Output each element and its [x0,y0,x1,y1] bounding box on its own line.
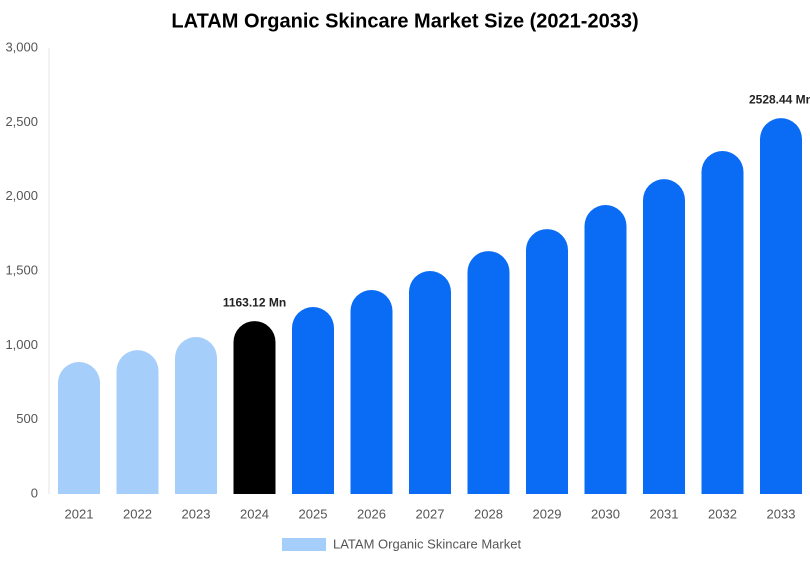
data-label: 2528.44 Mn [749,92,810,106]
bar [760,118,802,494]
x-tick-label: 2022 [123,506,152,521]
y-tick-label: 0 [31,485,38,500]
bar [526,229,568,495]
bar [467,251,510,494]
bar [58,361,100,494]
bar [584,204,627,494]
x-tick-label: 2032 [708,506,737,521]
x-tick-label: 2033 [767,506,796,521]
y-tick-label: 2,500 [5,114,38,129]
x-tick-label: 2030 [591,506,620,521]
y-tick-label: 2,000 [5,188,38,203]
bar [233,321,276,494]
legend-swatch [282,538,326,551]
y-tick-label: 500 [16,411,38,426]
x-tick-label: 2029 [533,506,562,521]
x-tick-label: 2026 [357,506,386,521]
y-tick-label: 1,500 [5,262,38,277]
bar [292,306,334,494]
x-tick-label: 2024 [240,506,269,521]
legend-label: LATAM Organic Skincare Market [333,536,521,551]
x-tick-label: 2023 [182,506,211,521]
data-label: 1163.12 Mn [223,295,286,309]
bar [701,151,744,494]
x-tick-label: 2028 [474,506,503,521]
bar [116,350,159,494]
y-tick-label: 3,000 [5,39,38,54]
y-tick-label: 1,000 [5,337,38,352]
chart-title: LATAM Organic Skincare Market Size (2021… [171,10,638,32]
x-tick-label: 2027 [416,506,445,521]
x-tick-label: 2021 [65,506,94,521]
bar [175,337,217,494]
x-tick-label: 2025 [299,506,328,521]
bar [409,271,451,494]
bar [350,290,393,494]
bar [643,179,685,494]
x-tick-label: 2031 [650,506,679,521]
